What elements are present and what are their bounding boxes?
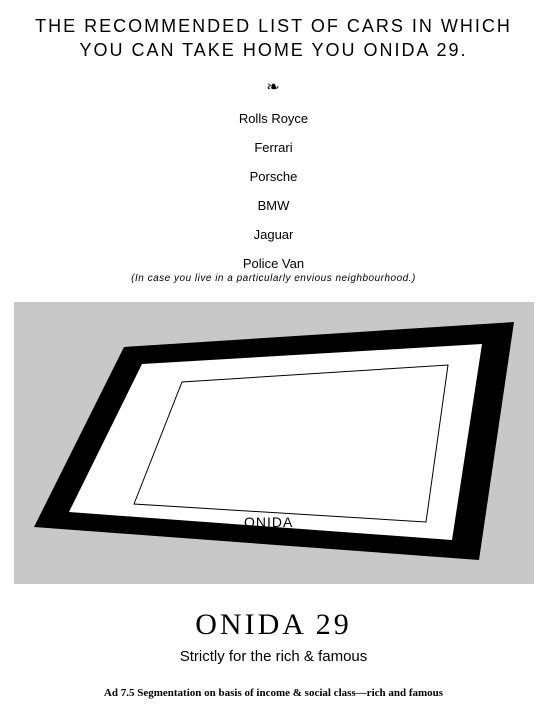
car-item: Rolls Royce	[239, 111, 308, 126]
tagline: Strictly for the rich & famous	[180, 648, 368, 665]
tv-diagram: ONIDA	[14, 302, 534, 584]
car-list: Rolls Royce Ferrari Porsche BMW Jaguar P…	[239, 111, 308, 271]
svg-text:ONIDA: ONIDA	[244, 514, 293, 530]
ad-page: THE RECOMMENDED LIST OF CARS IN WHICH YO…	[0, 0, 547, 721]
tv-svg: ONIDA	[14, 302, 534, 584]
car-item: Ferrari	[254, 140, 292, 155]
car-item: BMW	[258, 198, 290, 213]
car-item: Jaguar	[254, 227, 294, 242]
car-item: Porsche	[250, 169, 298, 184]
product-title: ONIDA 29	[195, 608, 352, 642]
flourish-icon: ❧	[266, 77, 280, 97]
car-item: Police Van	[243, 256, 304, 271]
figure-caption: Ad 7.5 Segmentation on basis of income &…	[104, 687, 443, 699]
headline: THE RECOMMENDED LIST OF CARS IN WHICH YO…	[0, 14, 547, 63]
car-note: (In case you live in a particularly envi…	[131, 273, 416, 284]
